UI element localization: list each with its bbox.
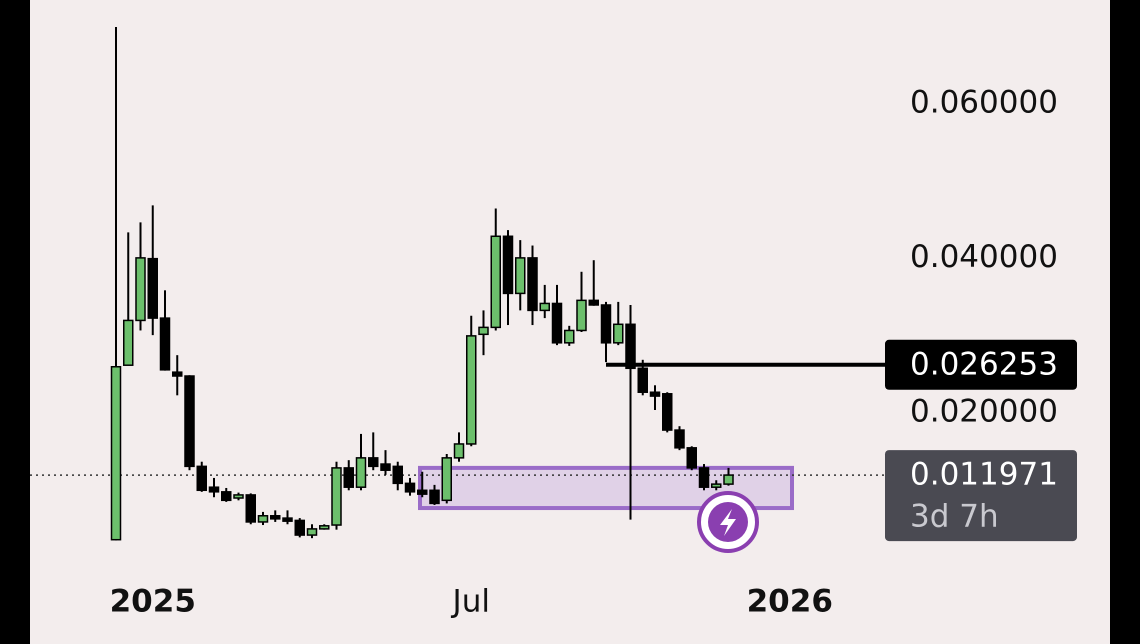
- candle-body: [135, 257, 146, 322]
- countdown-label: 3d 7h: [910, 499, 999, 535]
- candle-body: [490, 235, 501, 329]
- lightning: [720, 509, 736, 536]
- candle-body: [613, 323, 624, 344]
- candle-body: [380, 463, 391, 471]
- candle-body: [282, 517, 293, 522]
- candle-body: [637, 367, 648, 393]
- candle-body: [649, 391, 661, 397]
- candle-body: [368, 457, 379, 468]
- candle-body: [257, 515, 269, 523]
- candle-body: [233, 494, 244, 499]
- candle-body: [159, 317, 171, 371]
- candle-body: [502, 235, 514, 295]
- candle-body: [306, 528, 318, 536]
- candle-body: [147, 257, 158, 319]
- y-tick-label: 0.060000: [910, 85, 1058, 121]
- plot: 0.060000 0.040000 0.020000 2025 Jul 2026 0.026…: [30, 27, 1077, 620]
- candle-body: [466, 335, 477, 445]
- candle-body: [172, 371, 183, 377]
- candle-body: [588, 299, 599, 306]
- candle-body: [576, 299, 587, 332]
- candle-body: [600, 304, 612, 344]
- y-tick-label: 0.020000: [910, 394, 1058, 430]
- candle-body: [539, 302, 550, 312]
- candle-body: [527, 257, 538, 312]
- candle-body: [196, 465, 207, 492]
- candle-body: [355, 457, 367, 488]
- candle-body: [723, 474, 734, 485]
- candle-body: [625, 323, 636, 370]
- candle-body: [662, 393, 673, 431]
- candle-body: [686, 447, 697, 469]
- candle-body: [453, 443, 465, 459]
- candle-body: [441, 457, 452, 502]
- candle-body: [392, 465, 403, 485]
- price-line-label-box: [885, 339, 1077, 390]
- x-tick-label: 2026: [747, 584, 833, 620]
- current-price-label: 0.011971: [910, 457, 1058, 493]
- candle-body: [674, 429, 685, 449]
- candle-body: [208, 486, 220, 493]
- candle-body: [331, 467, 342, 526]
- x-tick-label: Jul: [451, 584, 490, 620]
- current-price-box: [885, 450, 1077, 542]
- candle-body: [110, 366, 122, 541]
- candle-body: [343, 467, 354, 488]
- alert-icon[interactable]: [697, 491, 759, 553]
- candle-body: [221, 491, 232, 502]
- candle-body: [417, 489, 428, 495]
- price-line-label: 0.026253: [910, 346, 1058, 382]
- candle-body: [478, 326, 489, 336]
- x-tick-label: 2025: [110, 584, 196, 620]
- candle-body: [698, 467, 710, 488]
- y-tick-label: 0.040000: [910, 239, 1058, 275]
- candle-body: [270, 515, 281, 520]
- candle-body: [711, 483, 722, 488]
- candle-body: [184, 375, 195, 468]
- candle-body: [294, 519, 305, 536]
- candle-body: [515, 257, 526, 295]
- candle-body: [551, 302, 563, 344]
- candle-body: [404, 482, 416, 493]
- candle-body: [564, 329, 575, 344]
- candle-body: [123, 319, 134, 366]
- candle-body: [319, 525, 330, 530]
- candle-body: [429, 489, 440, 505]
- candle-body: [245, 494, 256, 523]
